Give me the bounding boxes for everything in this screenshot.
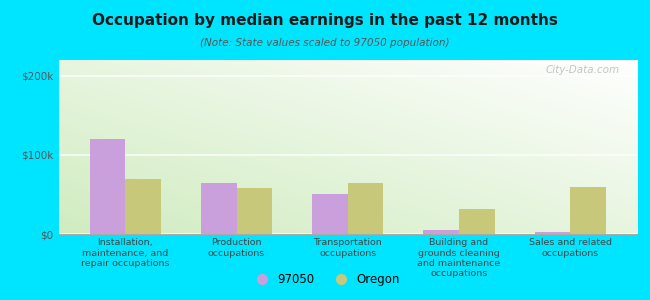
Bar [348,183,383,234]
Legend: 97050, Oregon: 97050, Oregon [246,269,404,291]
Text: Occupation by median earnings in the past 12 months: Occupation by median earnings in the pas… [92,14,558,28]
Text: (Note: State values scaled to 97050 population): (Note: State values scaled to 97050 popu… [200,38,450,47]
Bar [201,183,237,234]
Bar [535,232,570,234]
Bar [312,194,348,234]
Bar [90,139,125,234]
Bar [570,187,606,234]
Bar [459,209,495,234]
Bar [125,178,161,234]
Bar [423,230,459,234]
Text: City-Data.com: City-Data.com [545,65,619,75]
Bar [237,188,272,234]
